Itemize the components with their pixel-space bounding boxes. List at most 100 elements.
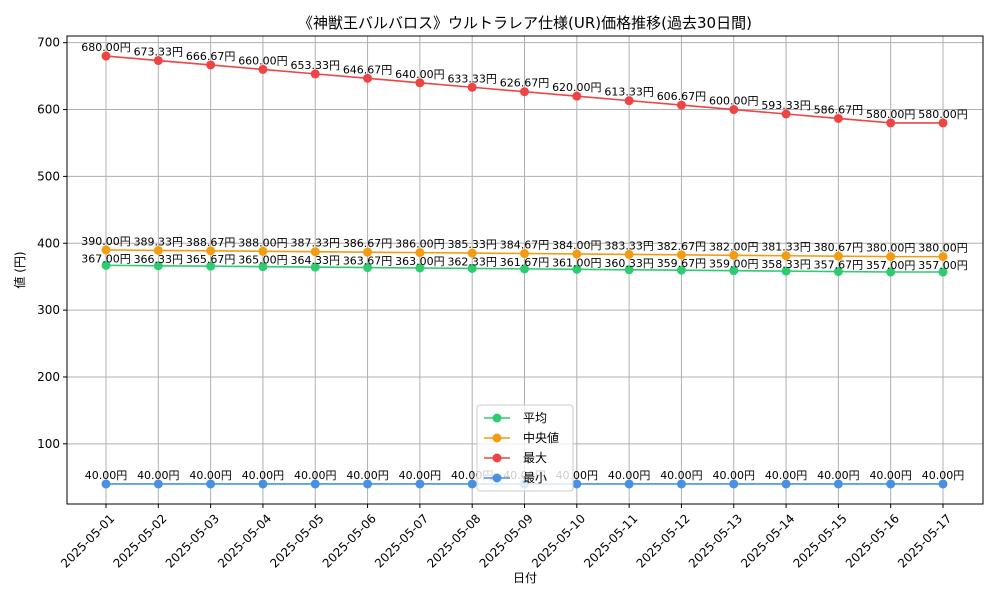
data-point xyxy=(938,118,948,128)
data-label: 365.00円 xyxy=(238,254,288,267)
data-point xyxy=(624,479,634,489)
data-point xyxy=(676,479,686,489)
data-label: 360.33円 xyxy=(604,257,654,270)
data-label: 390.00円 xyxy=(81,235,131,248)
data-point xyxy=(886,479,896,489)
data-label: 40.00円 xyxy=(922,469,965,482)
data-label: 380.00円 xyxy=(918,242,968,255)
data-point xyxy=(363,247,373,257)
data-label: 593.33円 xyxy=(761,99,811,112)
data-label: 366.33円 xyxy=(134,253,184,266)
data-point xyxy=(467,263,477,273)
data-label: 600.00円 xyxy=(709,95,759,108)
data-label: 362.33円 xyxy=(447,255,497,268)
data-point xyxy=(781,109,791,119)
x-tick-label: 2025-05-08 xyxy=(424,511,483,570)
data-point xyxy=(886,267,896,277)
data-label: 673.33円 xyxy=(134,46,184,59)
y-axis-label: 値 (円) xyxy=(12,251,27,288)
data-label: 385.33円 xyxy=(447,238,497,251)
data-label: 380.00円 xyxy=(866,242,916,255)
data-point xyxy=(310,479,320,489)
legend-label: 平均 xyxy=(523,411,547,425)
legend-label: 最小 xyxy=(523,471,547,485)
data-point xyxy=(572,249,582,259)
data-point xyxy=(101,51,111,61)
data-label: 640.00円 xyxy=(395,68,445,81)
data-point xyxy=(153,245,163,255)
x-tick-label: 2025-05-06 xyxy=(320,511,379,570)
data-point xyxy=(729,105,739,115)
data-point xyxy=(467,479,477,489)
data-point xyxy=(624,265,634,275)
data-label: 384.67円 xyxy=(500,239,550,252)
data-point xyxy=(676,265,686,275)
x-tick-label: 2025-05-07 xyxy=(372,511,431,570)
data-point xyxy=(101,479,111,489)
y-axis-ticks: 100 200 300 400 500 600 700 xyxy=(37,36,67,451)
data-label: 387.33円 xyxy=(291,237,341,250)
data-point xyxy=(310,69,320,79)
data-label: 40.00円 xyxy=(765,469,808,482)
data-point xyxy=(572,479,582,489)
data-point xyxy=(833,479,843,489)
data-point xyxy=(101,260,111,270)
data-point xyxy=(206,479,216,489)
legend-swatch-marker xyxy=(492,473,502,483)
data-point xyxy=(206,261,216,271)
data-point xyxy=(781,251,791,261)
data-label: 40.00円 xyxy=(660,469,703,482)
legend-label: 中央値 xyxy=(523,430,559,445)
y-tick-label: 400 xyxy=(37,236,60,250)
data-point xyxy=(363,263,373,273)
data-label: 40.00円 xyxy=(608,469,651,482)
data-label: 680.00円 xyxy=(81,41,131,54)
x-tick-label: 2025-05-11 xyxy=(581,511,640,570)
data-point xyxy=(258,64,268,74)
data-label: 361.67円 xyxy=(500,256,550,269)
data-label: 384.00円 xyxy=(552,239,602,252)
x-tick-label: 2025-05-12 xyxy=(634,511,693,570)
x-axis-label: 日付 xyxy=(513,571,537,585)
data-label: 606.67円 xyxy=(657,90,707,103)
data-point xyxy=(467,82,477,92)
data-label: 666.67円 xyxy=(186,50,236,63)
data-point xyxy=(624,249,634,259)
data-label: 40.00円 xyxy=(869,469,912,482)
data-label: 359.67円 xyxy=(657,257,707,270)
data-label: 40.00円 xyxy=(85,469,128,482)
legend-swatch-marker xyxy=(492,413,502,423)
data-point xyxy=(258,262,268,272)
x-tick-label: 2025-05-09 xyxy=(477,511,536,570)
y-tick-label: 100 xyxy=(37,437,60,451)
data-labels: 367.00円 366.33円 365.67円 365.00円 364.33円 363.6… xyxy=(81,41,968,482)
data-label: 40.00円 xyxy=(189,469,232,482)
data-label: 388.67円 xyxy=(186,236,236,249)
data-label: 367.00円 xyxy=(81,252,131,265)
data-point xyxy=(624,96,634,106)
data-point xyxy=(781,266,791,276)
data-point xyxy=(520,264,529,274)
data-point xyxy=(206,60,216,70)
y-tick-label: 500 xyxy=(37,169,60,183)
data-point xyxy=(258,479,268,489)
data-point xyxy=(781,479,791,489)
x-tick-label: 2025-05-03 xyxy=(163,511,222,570)
data-point xyxy=(101,245,111,255)
data-label: 646.67円 xyxy=(343,63,393,76)
data-label: 357.67円 xyxy=(814,259,864,272)
data-label: 388.00円 xyxy=(238,236,288,249)
legend-swatch-marker xyxy=(492,433,502,443)
data-label: 40.00円 xyxy=(346,469,389,482)
data-point xyxy=(415,263,425,273)
data-point xyxy=(415,248,425,258)
data-label: 363.67円 xyxy=(343,255,393,268)
data-point xyxy=(729,266,739,276)
data-point xyxy=(415,479,425,489)
data-point xyxy=(833,251,843,261)
data-label: 382.00円 xyxy=(709,240,759,253)
data-point xyxy=(676,100,686,110)
data-label: 626.67円 xyxy=(500,77,550,90)
